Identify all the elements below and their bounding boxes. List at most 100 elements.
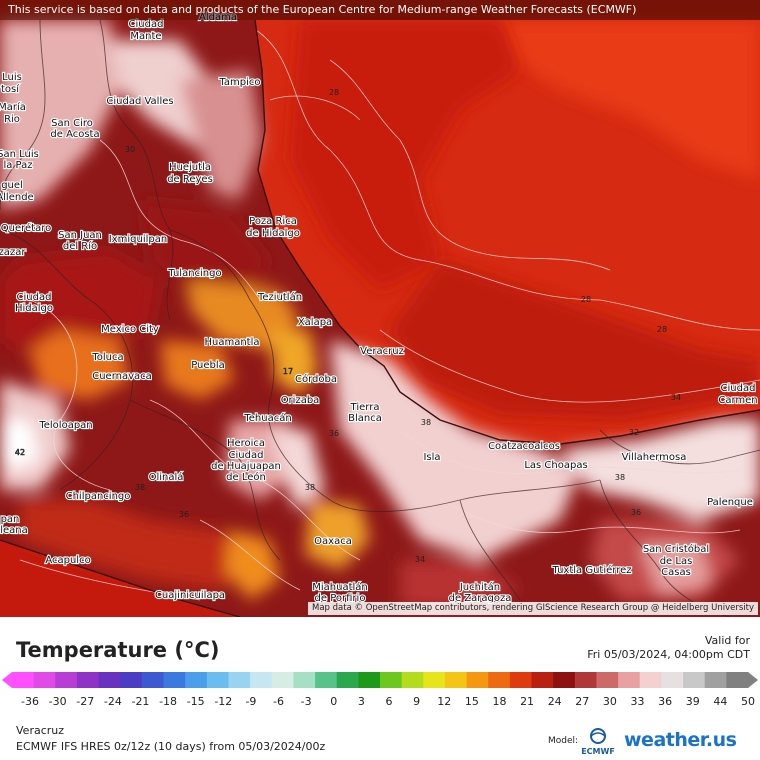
colorbar-swatch — [12, 672, 35, 688]
colorbar-tick-label: 12 — [437, 695, 452, 708]
city-label: de Reyes — [167, 174, 213, 185]
map-attribution[interactable]: Map data © OpenStreetMap contributors, r… — [308, 602, 758, 615]
colorbar-tick-label: 33 — [630, 695, 645, 708]
colorbar-swatch — [444, 672, 468, 688]
city-label: Córdoba — [295, 373, 337, 385]
isotherm-label: 36 — [179, 510, 189, 519]
colorbar-swatch — [228, 672, 251, 688]
city-label: de Porfirio — [315, 593, 366, 604]
city-label: Teloloapan — [38, 420, 92, 431]
colorbar-tick-label: -27 — [76, 695, 95, 708]
colorbar-tick-label: 27 — [575, 695, 590, 708]
model-run-info: ECMWF IFS HRES 0z/12z (10 days) from 05/… — [16, 740, 326, 753]
isotherm-labels: 28 28 28 38 36 38 36 38 34 36 38 34 17 42 32 30 — [15, 88, 681, 564]
city-label: Luis — [2, 72, 22, 83]
city-label: Blanca — [348, 413, 382, 424]
city-label: Hidalgo — [15, 303, 53, 314]
isotherm-label: 30 — [125, 145, 135, 154]
city-label: Veracruz — [360, 346, 404, 357]
state-borders — [0, 19, 760, 617]
city-label: de Acosta — [50, 129, 99, 140]
city-labels: CiudadManteAldamaTampicoLuistosíMaríaRio… — [0, 11, 759, 605]
ecmwf-logo-icon[interactable]: ECMWF — [580, 727, 616, 757]
isotherm-label: 17 — [283, 367, 293, 376]
isotherm-label: 28 — [329, 88, 339, 97]
colorbar-swatch — [55, 672, 78, 688]
city-label: tosí — [1, 83, 20, 95]
city-label: Tehuacán — [243, 412, 291, 424]
colorbar-swatch — [596, 672, 619, 688]
city-label: Cuajinicuilapa — [155, 590, 225, 601]
city-label: Acapulco — [45, 555, 90, 566]
pacific-ocean — [0, 540, 240, 617]
colorbar-swatch — [661, 672, 684, 688]
city-label: Ciudad — [721, 383, 756, 394]
colorbar-swatch — [488, 672, 511, 688]
colorbar-tick-label: -12 — [214, 695, 233, 708]
city-label: Tierra — [350, 402, 380, 413]
pacific-coastline — [0, 539, 241, 617]
valid-for: Valid for Fri 05/03/2024, 04:00pm CDT — [587, 634, 750, 662]
isotherm-label: 34 — [415, 555, 425, 564]
colorbar-swatch — [293, 672, 316, 688]
colorbar-swatch — [120, 672, 143, 688]
city-label: Palenque — [707, 497, 753, 508]
city-label: Querétaro — [1, 222, 51, 234]
city-label: Olinalá — [149, 471, 184, 483]
isotherm-label: 34 — [671, 393, 681, 402]
gulf-coastline — [254, 19, 760, 445]
city-label: leana — [0, 525, 28, 536]
city-label: zazar — [0, 247, 26, 258]
city-label: Huamantla — [204, 337, 259, 348]
colorbar-tick-label: 24 — [547, 695, 562, 708]
colorbar-swatch — [185, 672, 208, 688]
city-label: Tulancingo — [167, 268, 221, 279]
colorbar-swatch — [380, 672, 403, 688]
city-label: Ixmiquilpan — [109, 234, 167, 245]
model-label: Model: — [548, 736, 579, 746]
isotherm-label: 38 — [305, 483, 315, 492]
city-label: de Las — [660, 556, 693, 567]
brand-tld: us — [712, 729, 737, 751]
city-label: Las Choapas — [524, 460, 587, 471]
colorbar-swatch — [683, 672, 706, 688]
colorbar-swatch — [574, 672, 597, 688]
valid-for-label: Valid for — [704, 634, 750, 647]
colorbar-swatch — [509, 672, 533, 688]
temperature-map[interactable]: 28 28 28 38 36 38 36 38 34 36 38 34 17 42 32 30 Ciudad M… — [0, 0, 760, 617]
colorbar-min-arrow — [2, 672, 12, 688]
colorbar-swatch — [358, 672, 381, 688]
weather-us-logo[interactable]: weather.us — [624, 729, 737, 751]
ecmwf-logo-text: ECMWF — [581, 747, 615, 756]
city-label: San Ciro — [51, 118, 93, 129]
colorbar-tick-label: -9 — [245, 695, 257, 708]
colorbar-swatch — [141, 672, 165, 688]
city-label: Cuernavaca — [92, 371, 152, 382]
isotherm-label: 36 — [631, 508, 641, 517]
colorbar-swatch — [639, 672, 662, 688]
city-label: María — [0, 101, 26, 113]
colorbar-tick-label: -18 — [159, 695, 178, 708]
colorbar-swatch — [250, 672, 273, 688]
colorbar-swatch — [33, 672, 56, 688]
city-label: San Juan — [58, 230, 102, 241]
colorbar-tick-label: 39 — [685, 695, 700, 708]
isotherm-label: 38 — [421, 418, 431, 427]
city-label: de Zaragoza — [449, 593, 512, 604]
colorbar-swatch — [423, 672, 446, 688]
city-label: Juchitán — [459, 581, 500, 593]
isotherm-label: 28 — [657, 325, 667, 334]
city-label: guel — [1, 180, 23, 191]
valid-for-datetime: Fri 05/03/2024, 04:00pm CDT — [587, 648, 750, 661]
colorbar-ticks: -36 -30 -27 -24 -21 -18 -15 -12 -9 -6 -3 0 3 6 9 12 15 18… — [0, 695, 760, 709]
colorbar-swatch — [466, 672, 489, 688]
city-label: Tampico — [218, 77, 260, 88]
colorbar-swatch — [163, 672, 186, 688]
city-label: Teziutlán — [257, 291, 302, 303]
isotherm-label: 42 — [15, 448, 25, 457]
city-label: Orizaba — [281, 395, 320, 406]
city-label: Heroica — [227, 438, 265, 449]
city-label: Toluca — [91, 352, 123, 363]
colorbar-tick-label: -24 — [103, 695, 122, 708]
city-label: Ciudad — [129, 19, 164, 30]
